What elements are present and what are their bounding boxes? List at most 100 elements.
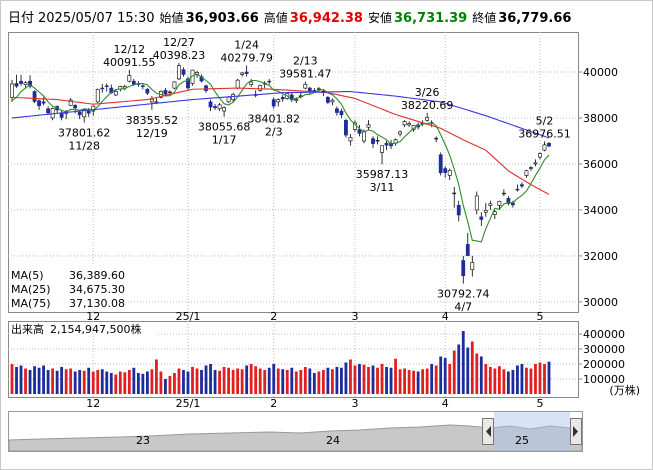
annotation-value: 37801.62	[58, 127, 111, 140]
volume-bar	[416, 371, 420, 394]
candle-body	[14, 83, 19, 87]
candle-body	[131, 80, 136, 85]
volume-bar	[55, 370, 59, 394]
navigator-area	[8, 424, 583, 452]
volume-bar	[461, 331, 465, 394]
volume-x-tick-label: 3	[351, 397, 358, 410]
left-arrow-icon	[486, 426, 491, 437]
candle-body	[104, 85, 109, 87]
annotation-date: 4/7	[454, 301, 472, 314]
candle-body	[177, 65, 181, 80]
volume-bar	[335, 367, 339, 394]
volume-bar	[502, 369, 506, 394]
volume-bar	[308, 368, 312, 394]
candle-body	[172, 81, 177, 89]
candle-body	[77, 111, 82, 116]
volume-bar	[362, 364, 366, 394]
navigator	[8, 411, 583, 452]
volume-unit: (万株)	[609, 383, 640, 397]
navigator-selection[interactable]	[494, 412, 570, 451]
annotation-value: 38055.68	[198, 121, 251, 134]
candle-body	[208, 101, 213, 108]
volume-bar	[123, 372, 127, 394]
candle-body	[325, 96, 330, 103]
annotation-date: 1/17	[212, 134, 237, 147]
candle-body	[294, 99, 299, 102]
volume-bar	[488, 367, 492, 394]
volume-bar	[452, 350, 456, 394]
annotation-date: 2/13	[293, 55, 318, 68]
candle-body	[10, 83, 14, 98]
legend-name: MA(75)	[11, 297, 51, 310]
candle-body	[447, 169, 452, 176]
candle-body	[127, 75, 132, 82]
volume-y-tick-label: 100000	[583, 373, 625, 386]
volume-title: 出来高	[11, 322, 44, 336]
legend-box	[9, 266, 127, 311]
volume-bar	[263, 370, 267, 394]
volume-bar	[376, 367, 379, 394]
candle-body	[339, 110, 344, 116]
y-tick-label: 30000	[583, 296, 618, 309]
y-tick-label: 32000	[583, 250, 618, 263]
candle-body	[438, 154, 443, 174]
candle-body	[501, 192, 506, 195]
candle-body	[470, 262, 475, 271]
volume-bar	[470, 341, 474, 394]
volume-bar	[249, 364, 253, 394]
volume-bar	[159, 371, 163, 394]
annotation-date: 2/3	[265, 126, 283, 139]
quote-name: 高値	[264, 10, 288, 25]
volume-bar	[209, 364, 212, 394]
candle-body	[443, 168, 448, 173]
annotation-value: 36976.51	[518, 128, 571, 141]
quote-value: 36,731.39	[394, 11, 467, 26]
quote-value: 36,942.38	[290, 11, 363, 26]
volume-bar	[358, 364, 361, 394]
volume-legend: 出来高 2,154,947,500株	[11, 322, 141, 336]
candle-body	[168, 91, 172, 94]
volume-bar	[299, 370, 303, 394]
x-tick-label: 2	[270, 310, 277, 323]
volume-bar	[439, 356, 443, 394]
volume-bar	[227, 367, 231, 394]
volume-y-tick-label: 200000	[583, 358, 625, 371]
volume-bar	[145, 371, 149, 394]
annotation-date: 12/19	[136, 127, 168, 140]
candle-body	[41, 101, 46, 104]
candle-body	[271, 99, 276, 107]
volume-bar	[276, 368, 280, 394]
candle-body	[235, 79, 240, 89]
volume-bar	[231, 370, 235, 394]
volume-bar	[15, 367, 18, 394]
volume-bar	[204, 365, 208, 394]
candle-body	[267, 80, 272, 83]
candle-body	[303, 84, 308, 89]
candle-body	[547, 142, 551, 147]
volume-bar	[434, 365, 438, 394]
x-tick-label: 25/1	[176, 310, 201, 323]
candle-body	[456, 205, 461, 216]
candle-body	[226, 96, 231, 103]
candle-body	[506, 198, 511, 204]
volume-y-tick-label: 300000	[583, 343, 625, 356]
candle-body	[73, 105, 78, 109]
volume-bar	[349, 359, 352, 394]
candle-body	[280, 96, 285, 100]
volume-bar	[534, 364, 537, 394]
volume-bar	[353, 365, 357, 394]
annotation-date: 3/11	[370, 181, 395, 194]
candle-body	[240, 72, 245, 75]
candle-body	[542, 144, 547, 151]
volume-bar	[213, 370, 217, 394]
annotation-value: 30792.74	[437, 288, 490, 301]
candle-body	[23, 82, 28, 85]
annotation-value: 39581.47	[279, 68, 332, 81]
volume-bar	[497, 366, 501, 394]
volume-x-tick-label: 4	[442, 397, 449, 410]
annotation-value: 35987.13	[356, 168, 409, 181]
candle-body	[483, 210, 488, 213]
volume-bar	[267, 367, 271, 394]
volume-bar	[425, 368, 429, 394]
volume-bar	[367, 367, 370, 394]
